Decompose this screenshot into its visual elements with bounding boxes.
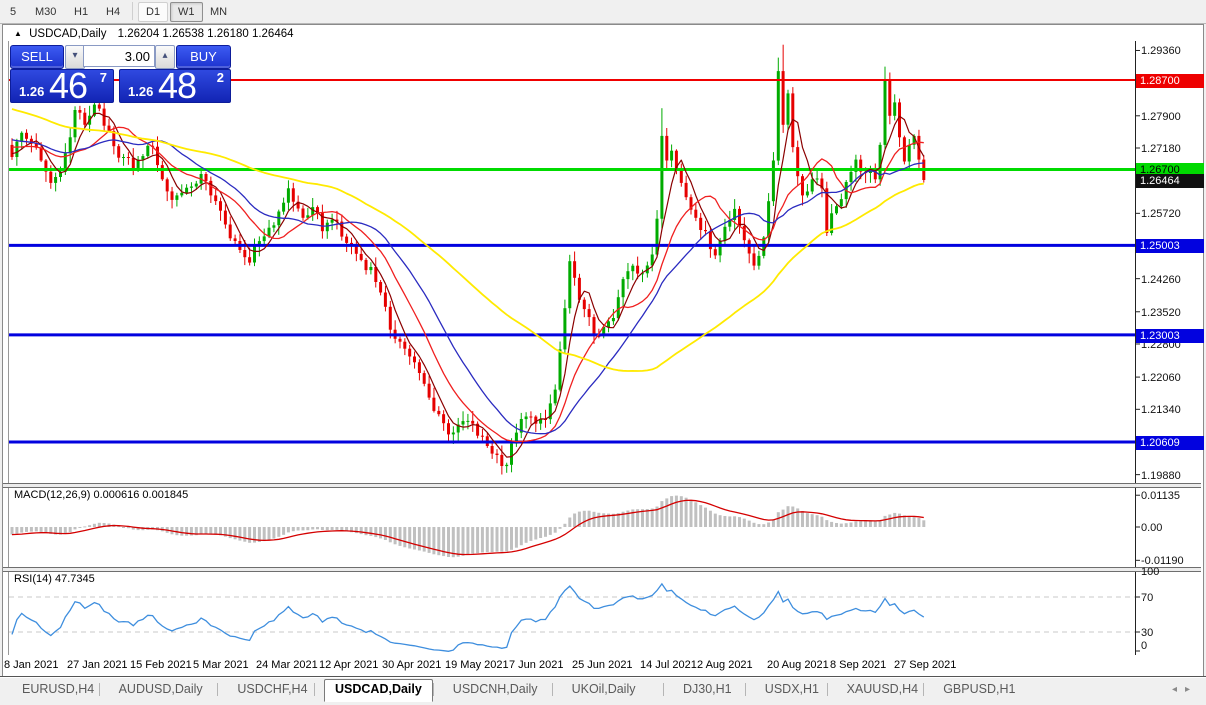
- chart-title: ▲ USDCAD,Daily 1.26204 1.26538 1.26180 1…: [14, 28, 294, 40]
- tab-usdcad-daily[interactable]: USDCAD,Daily: [324, 679, 433, 702]
- tab-scroll-left-icon[interactable]: ◂: [1171, 684, 1185, 695]
- rsi-tick-label: 30: [1141, 627, 1154, 639]
- timeframe-button-m30[interactable]: M30: [35, 6, 57, 18]
- price-tick-label: 1.19880: [1141, 469, 1181, 482]
- price-badge-126464: 1.26464: [1136, 174, 1204, 189]
- tab-usdx-h1[interactable]: USDX,H1: [764, 682, 819, 696]
- macd-tick-label: -0.01190: [1141, 555, 1184, 568]
- rsi-tick-label: 70: [1141, 592, 1154, 604]
- tab-separator: [826, 683, 828, 696]
- tab-eurusd-h4[interactable]: EURUSD,H4: [22, 682, 95, 696]
- chart-tab-bar: ◂▸ EURUSD,H4 AUDUSD,Daily USDCHF,H4 USDCAD,…: [0, 676, 1206, 705]
- ask-price-pipette: 2: [216, 70, 224, 85]
- tab-scroll-right-icon[interactable]: ▸: [1184, 684, 1198, 695]
- date-tick-label: 24 Mar 2021: [256, 659, 318, 671]
- macd-panel-splitter[interactable]: [3, 483, 1201, 488]
- ask-price-display[interactable]: 1.26 48 2: [119, 65, 231, 106]
- bid-price-display[interactable]: 1.26 46 7: [10, 65, 114, 106]
- timeframe-toolbar: 5 M30 H1 H4 D1 W1 MN: [0, 0, 1206, 24]
- bid-price-pips: 46: [49, 65, 88, 106]
- date-tick-label: 25 Jun 2021: [572, 659, 633, 671]
- date-tick-label: 27 Sep 2021: [894, 659, 957, 671]
- price-tick-label: 1.22060: [1141, 372, 1181, 385]
- buy-button[interactable]: BUY: [176, 45, 231, 69]
- tab-separator: [744, 683, 746, 696]
- chart-symbol-label: USDCAD,Daily: [29, 28, 107, 40]
- date-tick-label: 12 Apr 2021: [319, 659, 379, 671]
- rsi-tick-label: 100: [1141, 566, 1160, 578]
- tab-separator: [314, 683, 315, 696]
- tab-separator: [432, 683, 434, 696]
- price-tick-label: 1.23520: [1141, 306, 1181, 319]
- timeframe-button-mn[interactable]: MN: [210, 6, 228, 18]
- price-tick-label: 1.25720: [1141, 208, 1181, 221]
- tab-gbpusd-h1[interactable]: GBPUSD,H1: [943, 682, 1016, 696]
- candles: [10, 44, 926, 475]
- tab-audusd-daily[interactable]: AUDUSD,Daily: [118, 682, 203, 696]
- tab-separator: [923, 683, 925, 696]
- tab-separator: [663, 683, 664, 696]
- date-tick-label: 14 Jul 2021: [640, 659, 697, 671]
- tab-dj30-h1[interactable]: DJ30,H1: [683, 682, 732, 696]
- rsi-indicator-label: RSI(14) 47.7345: [14, 573, 95, 585]
- macd-histogram: [10, 495, 926, 558]
- bid-price-major: 1.26: [19, 84, 45, 99]
- price-badge-128700: 1.28700: [1136, 74, 1204, 88]
- rsi-panel-splitter[interactable]: [3, 567, 1201, 572]
- price-badge-126700: 1.26700: [1136, 163, 1204, 178]
- date-tick-label: 27 Jan 2021: [67, 659, 128, 671]
- date-tick-label: 5 Mar 2021: [193, 659, 249, 671]
- timeframe-button-5[interactable]: 5: [10, 6, 17, 18]
- price-tick-label: 1.27180: [1141, 143, 1181, 155]
- macd-tick-label: 0.01135: [1141, 490, 1180, 503]
- tab-usdcnh-daily[interactable]: USDCNH,Daily: [452, 682, 538, 696]
- price-badge-123003: 1.23003: [1136, 328, 1204, 343]
- volume-input[interactable]: [83, 45, 155, 67]
- chart-ohlc-values: 1.26204 1.26538 1.26180 1.26464: [117, 28, 294, 40]
- tab-separator: [98, 683, 100, 696]
- ask-price-major: 1.26: [128, 84, 154, 99]
- volume-increase-button[interactable]: ▴: [155, 45, 175, 69]
- date-tick-label: 15 Feb 2021: [130, 659, 192, 671]
- tab-xauusd-h4[interactable]: XAUUSD,H4: [846, 682, 919, 696]
- timeframe-button-h1[interactable]: H1: [74, 6, 89, 18]
- macd-indicator-label: MACD(12,26,9) 0.000616 0.001845: [14, 489, 189, 501]
- timeframe-button-d1[interactable]: D1: [138, 2, 169, 22]
- price-tick-label: 1.24260: [1141, 273, 1181, 286]
- price-tick-label: 1.27900: [1141, 110, 1181, 123]
- price-badge-125003: 1.25003: [1136, 239, 1204, 254]
- date-tick-label: 20 Aug 2021: [767, 659, 829, 671]
- tab-ukoil-daily[interactable]: UKOil,Daily: [571, 682, 636, 696]
- chart-canvas[interactable]: [2, 25, 1201, 655]
- macd-tick-label: 0.00: [1141, 522, 1163, 534]
- tab-separator: [551, 683, 553, 696]
- date-tick-label: 8 Jan 2021: [4, 659, 59, 671]
- macd-signal-line: [11, 499, 924, 556]
- price-tick-label: 1.29360: [1141, 45, 1181, 58]
- date-tick-label: 2 Aug 2021: [697, 659, 753, 671]
- date-tick-label: 19 May 2021: [445, 659, 509, 671]
- rsi-line: [11, 582, 925, 652]
- date-tick-label: 8 Sep 2021: [830, 659, 887, 671]
- ask-price-pips: 48: [158, 65, 197, 106]
- bid-price-pipette: 7: [99, 70, 107, 85]
- toolbar-separator: [132, 2, 133, 20]
- date-tick-label: 30 Apr 2021: [382, 659, 442, 671]
- tab-usdchf-h4[interactable]: USDCHF,H4: [237, 682, 308, 696]
- timeframe-button-w1[interactable]: W1: [170, 2, 203, 22]
- one-click-trading-panel: SELL ▾ ▴ BUY 1.26 46 7 1.26 48 2: [10, 44, 231, 106]
- timeframe-button-h4[interactable]: H4: [106, 6, 121, 18]
- sell-button[interactable]: SELL: [10, 45, 64, 69]
- rsi-tick-label: 0: [1141, 640, 1148, 652]
- tab-separator: [217, 683, 219, 696]
- collapse-triangle-icon[interactable]: ▲: [14, 29, 22, 38]
- tab-scroll-arrows: ◂▸: [1172, 684, 1198, 695]
- date-tick-label: 7 Jun 2021: [509, 659, 564, 671]
- price-badge-120609: 1.20609: [1136, 436, 1204, 450]
- price-tick-label: 1.21340: [1141, 404, 1181, 417]
